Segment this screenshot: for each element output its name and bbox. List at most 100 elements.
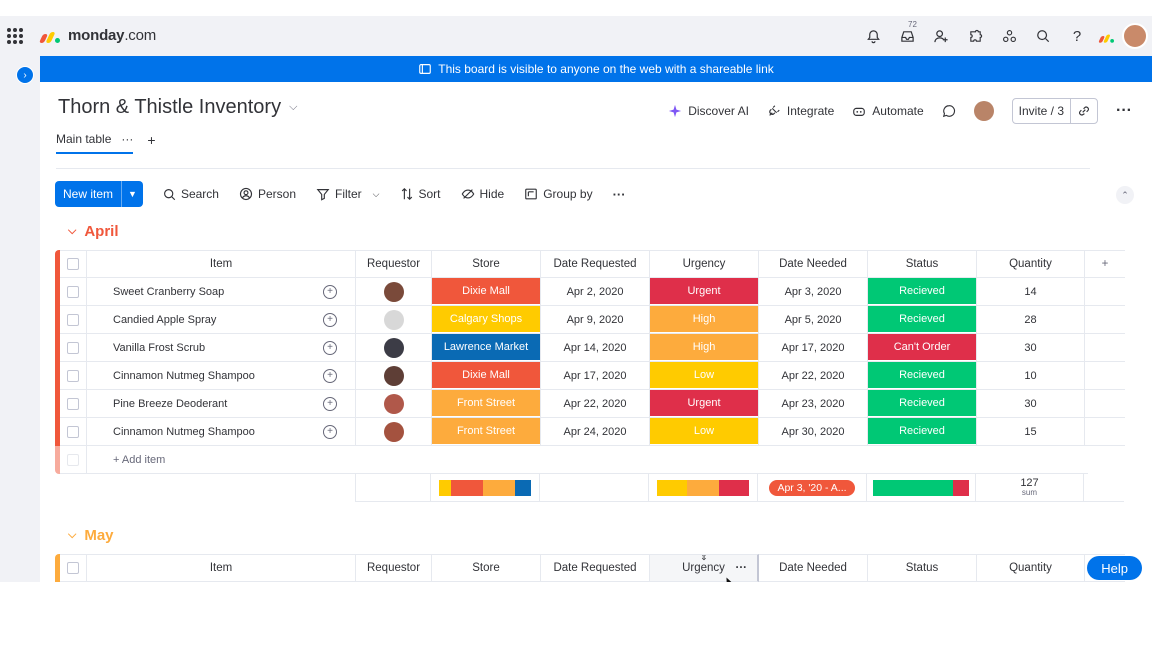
column-header-date-requested[interactable]: Date Requested <box>541 250 650 278</box>
store-label[interactable]: Dixie Mall <box>432 278 540 305</box>
item-name[interactable]: Vanilla Frost Scrub <box>113 341 206 354</box>
date-needed-cell[interactable]: Apr 5, 2020 <box>759 306 868 334</box>
column-header-status[interactable]: Status <box>868 554 977 582</box>
date-requested-value[interactable]: Apr 14, 2020 <box>563 341 627 354</box>
store-label[interactable]: Front Street <box>432 418 540 445</box>
store-label[interactable]: Front Street <box>432 390 540 417</box>
chevron-down-icon[interactable]: ▼ <box>121 181 143 207</box>
group-header-april[interactable]: ⌵ April <box>68 223 119 240</box>
chevron-down-icon[interactable]: ⌵ <box>372 188 380 199</box>
status-distribution-bar[interactable] <box>873 479 969 496</box>
date-requested-cell[interactable]: Apr 22, 2020 <box>541 390 650 418</box>
select-all-checkbox-cell[interactable] <box>60 554 87 582</box>
row-checkbox[interactable] <box>67 369 79 382</box>
copy-link-icon[interactable] <box>1070 99 1097 123</box>
date-needed-cell[interactable]: Apr 17, 2020 <box>759 334 868 362</box>
requestor-cell[interactable] <box>356 334 432 362</box>
user-avatar[interactable] <box>1122 23 1148 49</box>
row-checkbox-cell[interactable] <box>60 418 87 446</box>
add-column-button[interactable]: + <box>1085 250 1125 278</box>
quantity-cell[interactable]: 10 <box>977 362 1085 390</box>
column-header-store[interactable]: Store <box>432 250 541 278</box>
store-label[interactable]: Dixie Mall <box>432 362 540 389</box>
add-update-icon[interactable]: + <box>323 396 337 411</box>
add-item-button[interactable]: + Add item <box>113 453 166 466</box>
item-name-cell[interactable]: Cinnamon Nutmeg Shampoo <box>87 418 305 446</box>
date-range-pill[interactable]: Apr 3, '20 - A... <box>769 479 855 496</box>
column-header-urgency[interactable]: Urgency ⇕ ··· <box>650 554 759 582</box>
status-cell[interactable]: Recieved <box>868 278 977 306</box>
date-requested-cell[interactable]: Apr 2, 2020 <box>541 278 650 306</box>
quantity-value[interactable]: 15 <box>1024 425 1037 438</box>
inbox-icon[interactable]: 72 <box>890 20 924 50</box>
urgency-label[interactable]: Low <box>650 362 758 389</box>
integrate-button[interactable]: Integrate <box>767 104 834 118</box>
item-name-cell[interactable]: Candied Apple Spray <box>87 306 305 334</box>
toolbar-more-icon[interactable]: ··· <box>612 186 626 202</box>
date-needed-value[interactable]: Apr 30, 2020 <box>781 425 845 438</box>
item-name-cell[interactable]: Pine Breeze Deoderant <box>87 390 305 418</box>
date-requested-value[interactable]: Apr 2, 2020 <box>566 285 624 298</box>
column-header-date-needed[interactable]: Date Needed <box>759 554 868 582</box>
date-needed-cell[interactable]: Apr 3, 2020 <box>759 278 868 306</box>
date-needed-value[interactable]: Apr 23, 2020 <box>781 397 845 410</box>
updates-cell[interactable]: + <box>305 334 356 362</box>
item-name[interactable]: Candied Apple Spray <box>113 313 217 326</box>
quantity-value[interactable]: 14 <box>1024 285 1037 298</box>
chevron-down-icon[interactable]: ⌵ <box>68 529 77 541</box>
requestor-avatar[interactable] <box>383 281 404 302</box>
store-cell[interactable]: Front Street <box>432 418 541 446</box>
column-header-store[interactable]: Store <box>432 554 541 582</box>
column-options-icon[interactable]: ··· <box>735 562 748 574</box>
urgency-cell[interactable]: Low <box>650 362 759 390</box>
chevron-down-icon[interactable]: ⌵ <box>68 225 77 237</box>
column-header-quantity[interactable]: Quantity <box>977 554 1085 582</box>
column-header-item[interactable]: Item <box>87 250 356 278</box>
quantity-value[interactable]: 30 <box>1024 397 1037 410</box>
add-item-cell[interactable]: + Add item <box>87 446 1088 474</box>
automate-button[interactable]: Automate <box>852 104 924 118</box>
store-cell[interactable]: Dixie Mall <box>432 278 541 306</box>
status-cell[interactable]: Recieved <box>868 390 977 418</box>
invite-user-icon[interactable] <box>924 22 958 50</box>
column-header-quantity[interactable]: Quantity <box>977 250 1085 278</box>
column-header-item[interactable]: Item <box>87 554 356 582</box>
item-name-cell[interactable]: Cinnamon Nutmeg Shampoo <box>87 362 305 390</box>
board-member-avatar[interactable] <box>973 101 994 121</box>
quantity-cell[interactable]: 28 <box>977 306 1085 334</box>
tab-options-icon[interactable]: ··· <box>121 132 134 146</box>
hide-button[interactable]: Hide <box>461 187 504 201</box>
column-header-date-needed[interactable]: Date Needed <box>759 250 868 278</box>
urgency-cell[interactable]: Low <box>650 418 759 446</box>
date-needed-cell[interactable]: Apr 23, 2020 <box>759 390 868 418</box>
requestor-cell[interactable] <box>356 278 432 306</box>
status-label[interactable]: Recieved <box>868 278 976 305</box>
select-all-checkbox[interactable] <box>67 562 79 574</box>
requestor-avatar[interactable] <box>383 365 404 386</box>
urgency-cell[interactable]: Urgent <box>650 390 759 418</box>
add-update-icon[interactable]: + <box>323 284 337 299</box>
urgency-cell[interactable]: Urgent <box>650 278 759 306</box>
urgency-cell[interactable]: High <box>650 306 759 334</box>
select-all-checkbox-cell[interactable] <box>60 250 87 278</box>
sort-button[interactable]: Sort <box>400 187 441 201</box>
item-name-cell[interactable]: Sweet Cranberry Soap <box>87 278 305 306</box>
quantity-value[interactable]: 28 <box>1024 313 1037 326</box>
urgency-cell[interactable]: High <box>650 334 759 362</box>
status-cell[interactable]: Recieved <box>868 418 977 446</box>
updates-cell[interactable]: + <box>305 278 356 306</box>
urgency-distribution-bar[interactable] <box>657 479 749 496</box>
group-header-may[interactable]: ⌵ May <box>68 527 114 544</box>
integrations-icon[interactable] <box>992 22 1026 50</box>
date-requested-value[interactable]: Apr 17, 2020 <box>563 369 627 382</box>
search-button[interactable]: Search <box>163 187 219 201</box>
date-requested-cell[interactable]: Apr 24, 2020 <box>541 418 650 446</box>
urgency-label[interactable]: High <box>650 306 758 333</box>
date-requested-cell[interactable]: Apr 14, 2020 <box>541 334 650 362</box>
quantity-value[interactable]: 30 <box>1024 341 1037 354</box>
invite-button[interactable]: Invite / 3 <box>1011 98 1099 124</box>
column-header-status[interactable]: Status <box>868 250 977 278</box>
apps-icon[interactable] <box>958 22 992 50</box>
requestor-cell[interactable] <box>356 306 432 334</box>
row-checkbox[interactable] <box>67 341 79 354</box>
